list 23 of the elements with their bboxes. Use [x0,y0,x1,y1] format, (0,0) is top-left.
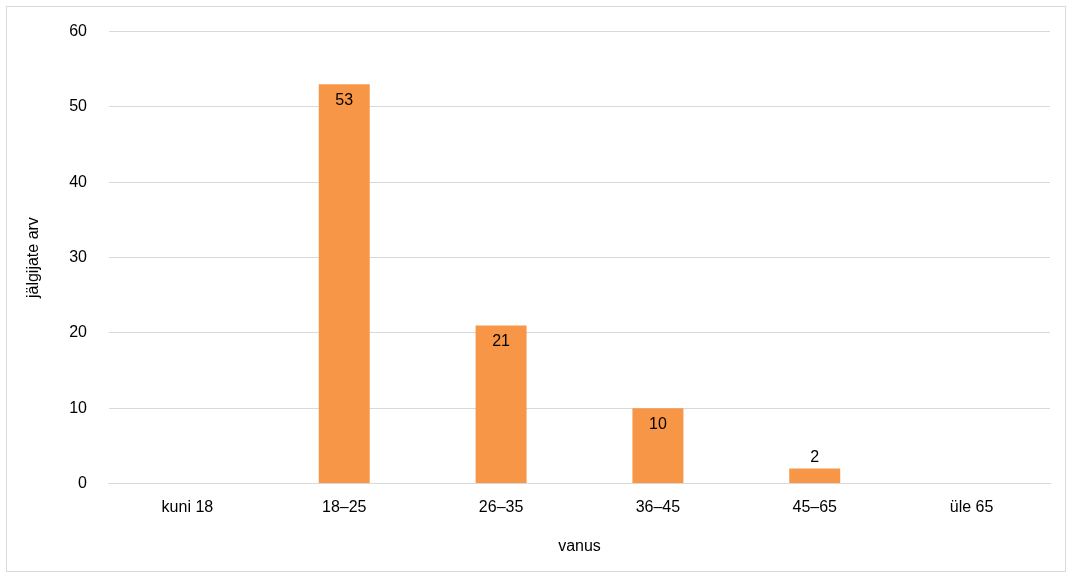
x-axis-title: vanus [558,536,601,554]
data-label: 53 [335,90,354,108]
data-label: 10 [649,414,667,432]
y-tick-label: 60 [69,22,88,40]
y-tick-label: 0 [78,474,88,492]
bar [632,408,684,484]
y-tick-label: 30 [69,248,88,266]
bar [318,84,370,484]
x-tick-label: 18–25 [322,497,367,515]
y-tick-label: 20 [69,323,88,341]
y-tick-label: 40 [69,172,88,190]
bar [475,325,527,484]
x-tick-label: 36–45 [635,497,681,515]
bar [789,468,841,484]
y-tick-label: 50 [69,97,88,115]
x-tick-label: üle 65 [949,497,994,515]
data-label: 2 [810,447,820,465]
x-tick-label: kuni 18 [161,497,214,515]
x-tick-label: 45–65 [792,497,838,515]
y-axis-title: jälgijate arv [24,217,42,300]
y-tick-label: 10 [69,398,88,416]
data-label: 21 [492,331,511,349]
x-tick-label: 26–35 [478,497,524,515]
